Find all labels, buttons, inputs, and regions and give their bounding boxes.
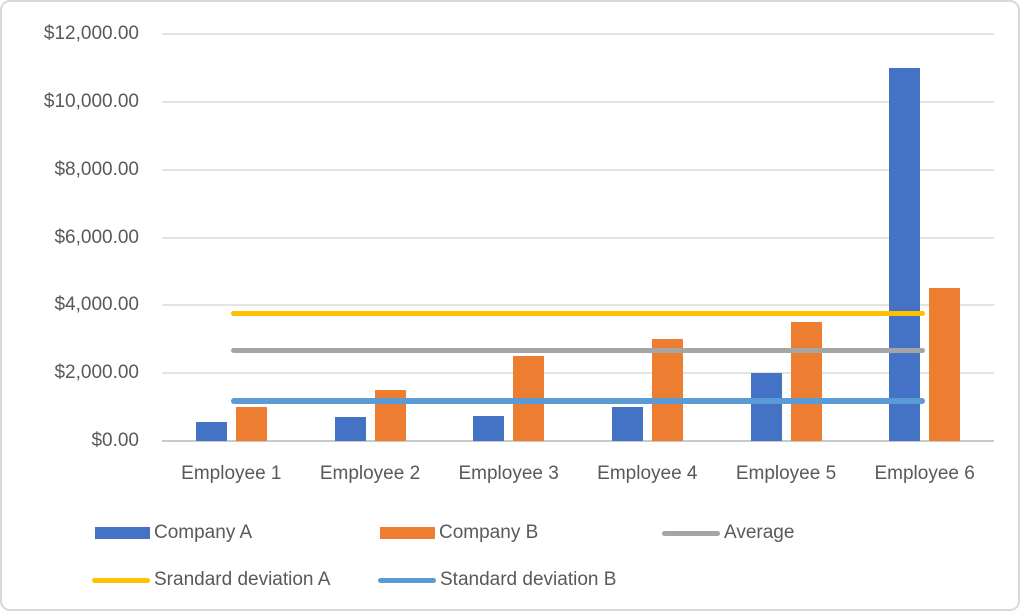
y-axis-tick-label: $12,000.00 xyxy=(43,23,139,44)
legend-label: Standard deviation B xyxy=(440,569,617,590)
x-axis-category-label: Employee 1 xyxy=(181,463,282,484)
bar-company-b-employee-6 xyxy=(929,288,961,441)
legend-label: Srandard deviation A xyxy=(154,569,331,590)
x-axis-category-label: Employee 6 xyxy=(874,463,975,484)
x-axis-category-label: Employee 4 xyxy=(597,463,698,484)
gridline xyxy=(162,236,994,239)
line-srandard-deviation-a xyxy=(231,311,925,317)
x-axis-category-label: Employee 5 xyxy=(735,463,837,484)
legend-item-srandard-deviation-a: Srandard deviation A xyxy=(92,568,330,592)
legend-item-company-b: Company B xyxy=(380,521,538,545)
bar-company-a-employee-4 xyxy=(611,407,643,441)
y-axis-tick-label: $6,000.00 xyxy=(54,226,139,248)
gridline xyxy=(162,304,994,307)
y-axis-tick-label: $0.00 xyxy=(91,430,139,451)
line-standard-deviation-b xyxy=(231,398,925,405)
legend-item-company-a: Company A xyxy=(95,521,252,545)
gridline xyxy=(162,33,994,35)
bar-company-a-employee-6 xyxy=(889,67,921,441)
gridline xyxy=(162,372,994,375)
legend-label: Average xyxy=(724,522,795,543)
legend-label: Company B xyxy=(439,522,539,543)
legend-swatch-line xyxy=(662,530,720,536)
y-axis-tick-label: $10,000.00 xyxy=(43,90,139,112)
bar-company-b-employee-4 xyxy=(651,339,683,441)
y-axis-tick-label: $8,000.00 xyxy=(54,158,139,180)
bar-company-a-employee-3 xyxy=(473,415,505,441)
legend-item-standard-deviation-b: Standard deviation B xyxy=(378,568,616,592)
bar-company-a-employee-1 xyxy=(195,422,227,441)
bar-company-a-employee-5 xyxy=(750,373,782,441)
line-average xyxy=(231,348,925,354)
bar-company-a-employee-2 xyxy=(334,417,366,441)
bar-company-b-employee-1 xyxy=(235,407,267,441)
legend-label: Company A xyxy=(154,522,253,543)
legend-swatch-bar xyxy=(95,527,150,539)
legend-swatch-bar xyxy=(380,527,435,539)
y-axis-tick-label: $2,000.00 xyxy=(54,362,139,384)
x-axis-category-label: Employee 2 xyxy=(319,463,421,484)
legend-swatch-line xyxy=(92,577,150,583)
gridline xyxy=(162,100,994,103)
legend-item-average: Average xyxy=(662,521,794,545)
gridline xyxy=(162,440,994,442)
bar-company-b-employee-5 xyxy=(790,322,822,441)
legend-swatch-line xyxy=(378,577,436,583)
x-axis-category-label: Employee 3 xyxy=(458,463,559,484)
gridline xyxy=(162,168,994,171)
y-axis-tick-label: $4,000.00 xyxy=(54,294,139,316)
